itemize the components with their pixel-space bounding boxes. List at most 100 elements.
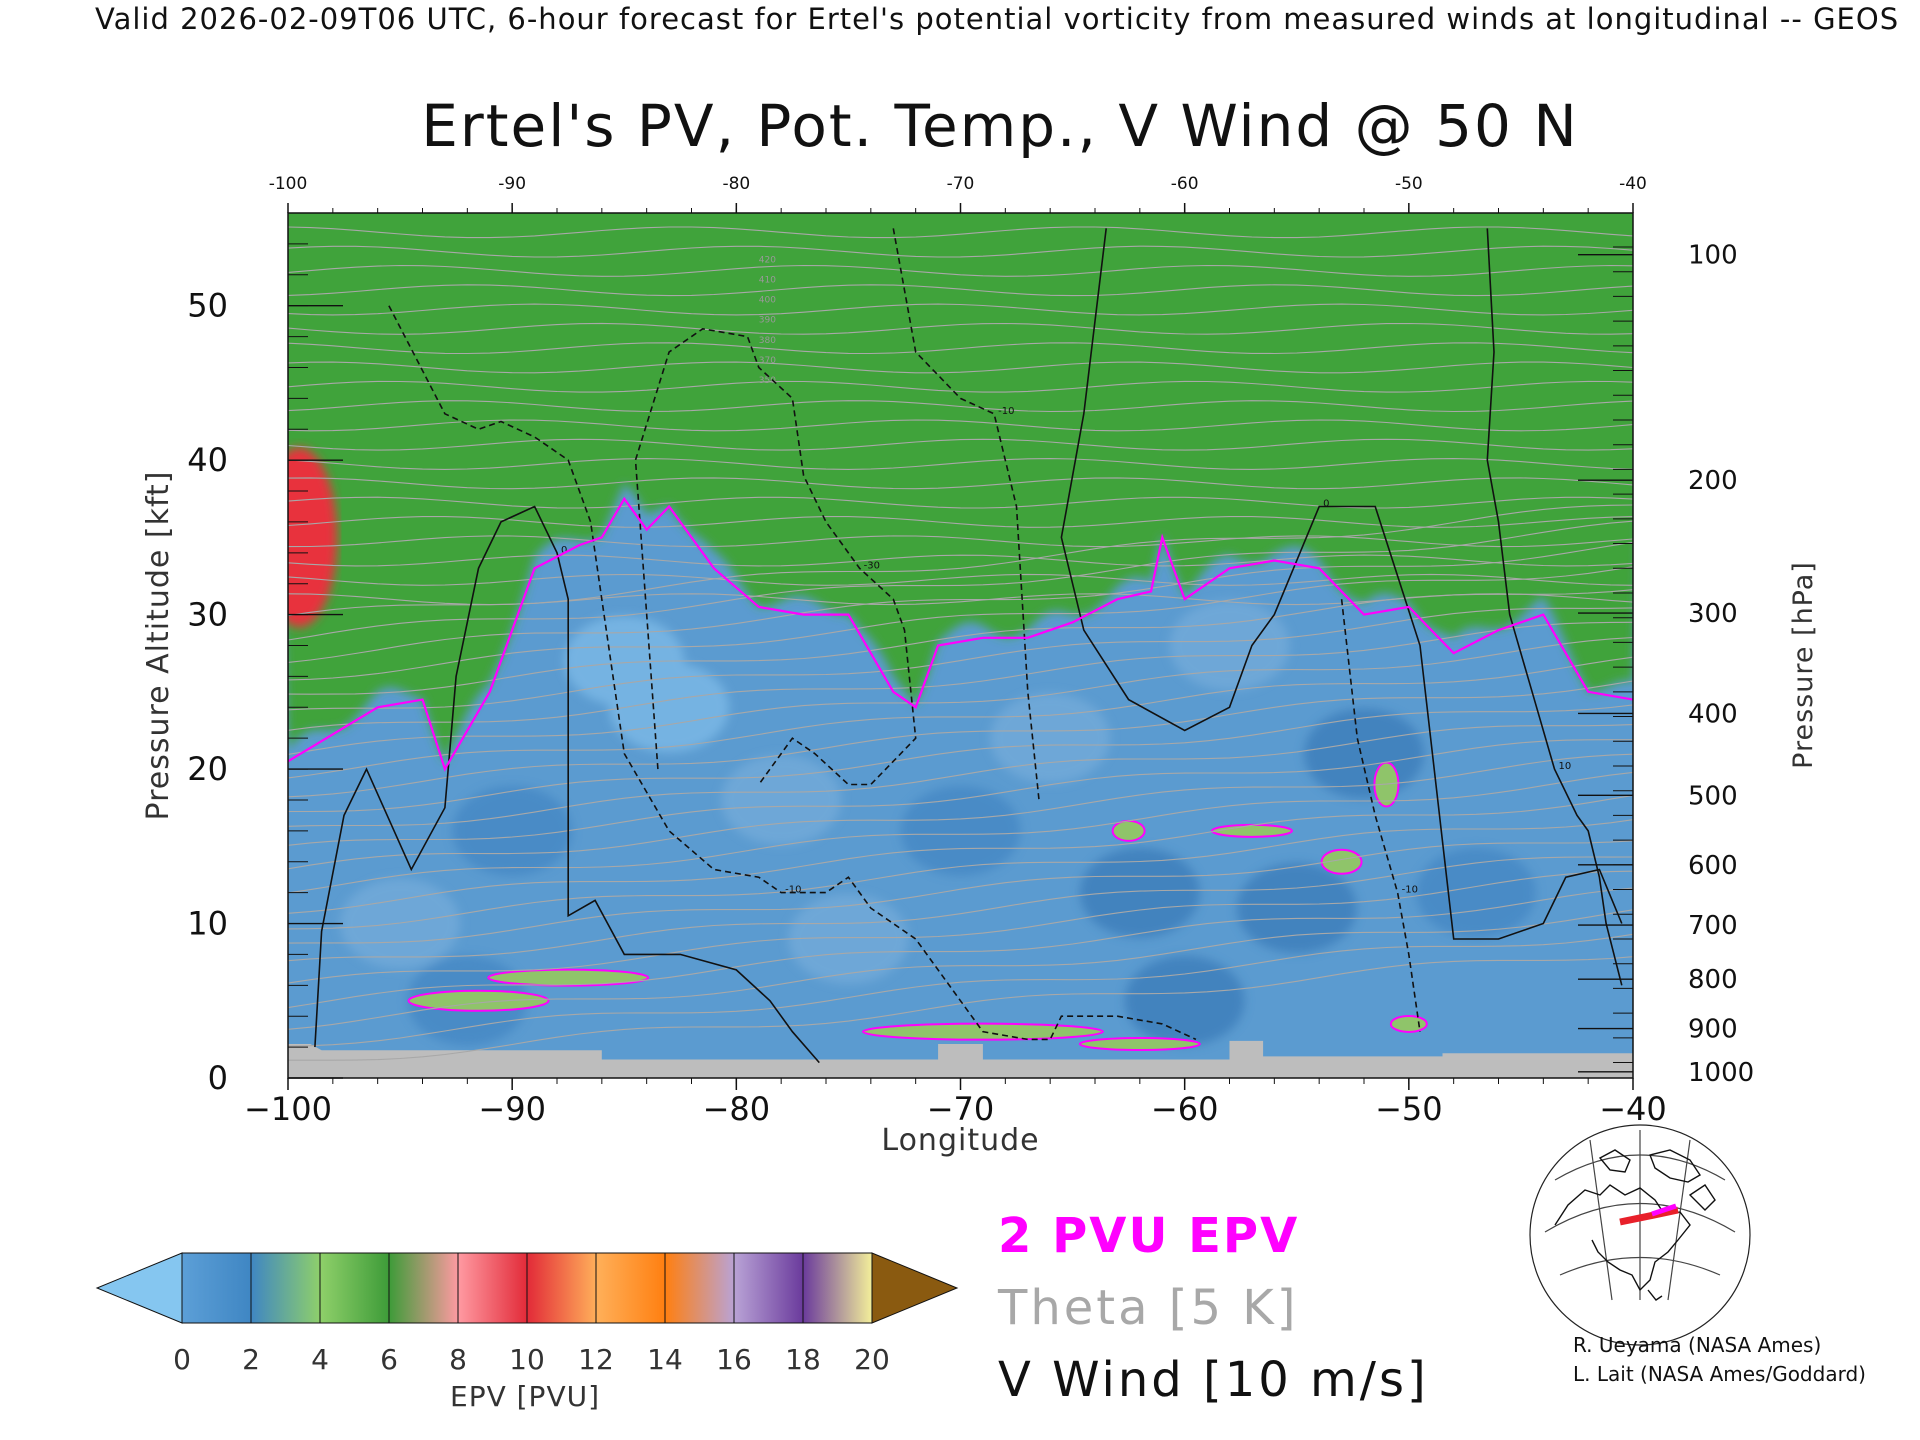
p-tick-label-0: 100 bbox=[1688, 241, 1738, 271]
texture-blob-13 bbox=[1124, 955, 1245, 1046]
stratosphere-bands bbox=[268, 0, 1653, 763]
x-tick-label-2: −80 bbox=[703, 1090, 771, 1128]
theta-line-31 bbox=[288, 458, 1633, 470]
low-pv-patch-0 bbox=[407, 989, 550, 1012]
colorbar-tick-label-9: 18 bbox=[785, 1343, 821, 1376]
y-tick-label-2: 20 bbox=[187, 750, 228, 788]
epv-band-7 bbox=[288, 213, 1633, 763]
texture-blob-11 bbox=[788, 893, 909, 984]
theta-label-0: 350 bbox=[759, 376, 776, 386]
y-tick-label-4: 40 bbox=[187, 441, 228, 479]
colorbar-swatch-8 bbox=[734, 1253, 804, 1323]
theta-line-17 bbox=[288, 621, 1633, 731]
x-top-label-4: -60 bbox=[1171, 174, 1199, 194]
texture-blob-4 bbox=[900, 785, 1021, 876]
colorbar-swatch-7 bbox=[665, 1253, 735, 1323]
x-tick-label-5: −50 bbox=[1375, 1090, 1443, 1128]
credit-line-1: R. Ueyama (NASA Ames) bbox=[1573, 1333, 1822, 1357]
theta-label-6: 420 bbox=[759, 255, 776, 265]
v-wind-line-2 bbox=[1486, 228, 1623, 986]
theta-line-29 bbox=[288, 496, 1633, 509]
credit-line-2: L. Lait (NASA Ames/Goddard) bbox=[1573, 1362, 1866, 1386]
v-wind-label-5: -10 bbox=[998, 406, 1014, 417]
theta-line-25 bbox=[288, 573, 1633, 586]
x-top-label-0: -100 bbox=[269, 174, 308, 194]
theta-line-2 bbox=[288, 909, 1633, 1030]
colorbar-swatch-9 bbox=[803, 1253, 873, 1323]
y-tick-label-3: 30 bbox=[187, 596, 228, 634]
theta-line-0 bbox=[288, 956, 1633, 1061]
chart-title: Ertel's PV, Pot. Temp., V Wind @ 50 N bbox=[421, 92, 1579, 160]
texture-blob-5 bbox=[1079, 847, 1200, 938]
x-top-label-3: -70 bbox=[947, 174, 975, 194]
colorbar-tick-label-8: 16 bbox=[716, 1343, 752, 1376]
colorbar-tick-label-10: 20 bbox=[854, 1343, 890, 1376]
colorbar-tick-label-6: 12 bbox=[578, 1343, 614, 1376]
y-tick-label-0: 0 bbox=[208, 1059, 228, 1097]
x-top-label-5: -50 bbox=[1395, 174, 1423, 194]
x-tick-label-4: −60 bbox=[1151, 1090, 1219, 1128]
theta-line-10 bbox=[288, 753, 1633, 870]
theta-line-24 bbox=[288, 593, 1633, 606]
colorbar-swatch-4 bbox=[458, 1253, 528, 1323]
epv-band-0 bbox=[268, 0, 1653, 193]
theta-line-41 bbox=[288, 264, 1633, 277]
theta-line-11 bbox=[288, 739, 1633, 846]
theta-line-28 bbox=[288, 516, 1633, 528]
theta-line-18 bbox=[288, 607, 1633, 711]
low-pv-patch-4 bbox=[1320, 848, 1363, 875]
theta-label-1: 370 bbox=[759, 356, 776, 366]
legend-pvu: 2 PVU EPV bbox=[998, 1208, 1300, 1264]
pvu2-line bbox=[288, 496, 1633, 772]
theta-line-26 bbox=[288, 554, 1633, 567]
x-tick-label-1: −90 bbox=[478, 1090, 546, 1128]
y-axis-label: Pressure Altitude [kft] bbox=[141, 471, 176, 821]
theta-line-40 bbox=[288, 284, 1633, 297]
legend-theta: Theta [5 K] bbox=[998, 1280, 1299, 1336]
theta-line-3 bbox=[288, 887, 1633, 1009]
theta-line-20 bbox=[288, 566, 1633, 681]
theta-line-43 bbox=[288, 226, 1633, 239]
low-pv-patch-6 bbox=[1389, 1014, 1428, 1033]
western-pv-lobe bbox=[288, 447, 338, 628]
texture-blob-8 bbox=[990, 693, 1111, 784]
theta-line-14 bbox=[288, 680, 1633, 798]
theta-line-9 bbox=[288, 771, 1633, 894]
colorbar-swatch-6 bbox=[596, 1253, 666, 1323]
p-tick-label-5: 600 bbox=[1688, 851, 1738, 881]
theta-line-1 bbox=[288, 933, 1633, 1047]
x-tick-label-3: −70 bbox=[927, 1090, 995, 1128]
theta-line-21 bbox=[288, 541, 1633, 663]
x-tick-label-6: −40 bbox=[1599, 1090, 1667, 1128]
valid-time-header: Valid 2026-02-09T06 UTC, 6-hour forecast… bbox=[95, 2, 1900, 36]
pvu2-contour bbox=[288, 496, 1633, 772]
theta-line-15 bbox=[288, 656, 1633, 779]
p-tick-label-7: 800 bbox=[1688, 965, 1738, 995]
v-wind-line-5 bbox=[892, 228, 1040, 801]
theta-line-38 bbox=[288, 322, 1633, 335]
theta-line-13 bbox=[288, 704, 1633, 813]
colorbar-tick-label-2: 4 bbox=[311, 1343, 329, 1376]
y-tick-label-1: 10 bbox=[187, 905, 228, 943]
theta-line-34 bbox=[288, 400, 1633, 413]
theta-label-3: 390 bbox=[759, 316, 776, 326]
theta-contours: 350 370 380 390 400 410 420 bbox=[288, 226, 1633, 1061]
p-tick-label-6: 700 bbox=[1688, 911, 1738, 941]
x-top-label-2: -80 bbox=[722, 174, 750, 194]
colorbar-tick-label-1: 2 bbox=[242, 1343, 260, 1376]
p-tick-label-9: 1000 bbox=[1688, 1058, 1754, 1088]
v-wind-line-1 bbox=[1060, 228, 1623, 940]
theta-line-22 bbox=[288, 520, 1633, 641]
theta-label-2: 380 bbox=[759, 336, 776, 346]
theta-line-6 bbox=[288, 840, 1633, 944]
theta-line-30 bbox=[288, 477, 1633, 490]
v-wind-contours: 0 0 10 -30 -10 -10 -10 bbox=[314, 228, 1623, 1064]
colorbar-tick-label-7: 14 bbox=[647, 1343, 683, 1376]
theta-line-8 bbox=[288, 794, 1633, 914]
texture-blob-7 bbox=[1416, 847, 1537, 938]
p-tick-label-4: 500 bbox=[1688, 781, 1738, 811]
v-wind-line-6 bbox=[1340, 599, 1421, 1032]
texture-blob-3 bbox=[721, 754, 842, 845]
v-wind-label-1: 0 bbox=[1323, 498, 1329, 509]
texture-blob-2 bbox=[452, 785, 573, 876]
